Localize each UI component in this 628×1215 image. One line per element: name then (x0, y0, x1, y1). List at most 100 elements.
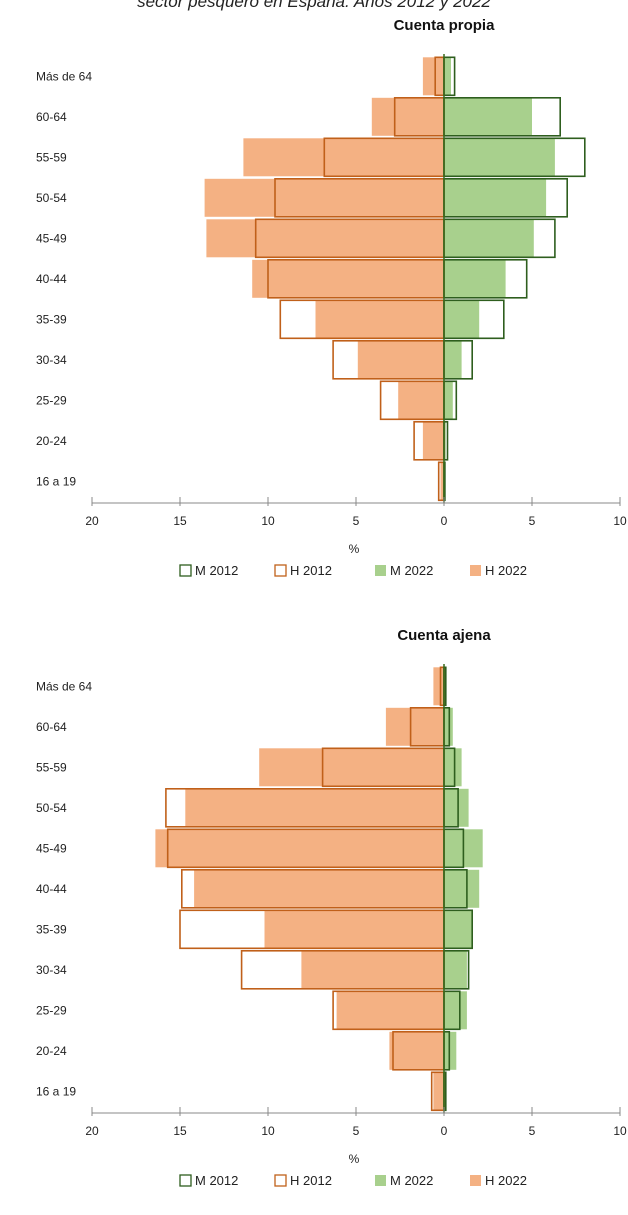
bar-h-2022-30-34 (301, 950, 444, 989)
category-label: 60-64 (36, 110, 67, 124)
page-title: sector pesquero en España. Años 2012 y 2… (137, 0, 491, 11)
chart-title: Cuenta ajena (397, 627, 491, 644)
bar-m-2022-30-34 (444, 950, 467, 989)
legend-label-h-2012: H 2012 (290, 1173, 332, 1188)
bar-m-2022-25-29 (444, 991, 467, 1030)
category-label: 50-54 (36, 191, 67, 205)
chart-title: Cuenta propia (394, 17, 495, 34)
bar-h-2022-55-59 (243, 138, 444, 177)
x-tick-label: 10 (613, 1124, 627, 1138)
bar-h-2022-16-a-19 (433, 1072, 444, 1111)
bar-m-2022-60-64 (444, 97, 532, 136)
bar-h-2022-25-29 (398, 381, 444, 420)
bar-m-2022-50-54 (444, 178, 547, 217)
legend-label-m-2022: M 2022 (390, 1173, 433, 1188)
legend-swatch-m-2022 (375, 565, 386, 576)
bar-h-2022-35-39 (264, 910, 444, 949)
bar-h-2022-20-24 (389, 1031, 444, 1070)
category-label: 45-49 (36, 231, 67, 245)
bar-h-2022-25-29 (336, 991, 444, 1030)
category-label: 55-59 (36, 760, 67, 774)
bar-m-2022-16-a-19 (444, 1072, 446, 1111)
category-label: 20-24 (36, 434, 67, 448)
legend-swatch-h-2022 (470, 565, 481, 576)
bar-h-2022-60-64 (385, 707, 444, 746)
category-label: 55-59 (36, 150, 67, 164)
category-label: 25-29 (36, 393, 67, 407)
category-label: 35-39 (36, 922, 67, 936)
bar-h-2022-45-49 (206, 219, 444, 258)
category-label: Más de 64 (36, 69, 92, 83)
bar-h-2022-m-s-de-64 (433, 667, 444, 706)
category-label: 60-64 (36, 720, 67, 734)
category-label: 40-44 (36, 272, 67, 286)
bar-h-2022-35-39 (315, 300, 444, 339)
legend-label-h-2022: H 2022 (485, 1173, 527, 1188)
bar-m-2022-20-24 (444, 1031, 457, 1070)
x-tick-label: 5 (353, 514, 360, 528)
x-tick-label: 5 (353, 1124, 360, 1138)
bar-m-2022-m-s-de-64 (444, 667, 446, 706)
x-axis-label: % (349, 1152, 360, 1166)
x-tick-label: 0 (441, 1124, 448, 1138)
bar-h-2022-m-s-de-64 (422, 57, 444, 96)
bar-m-2022-30-34 (444, 340, 462, 379)
legend-swatch-h-2012 (274, 1174, 287, 1187)
bar-m-2022-55-59 (444, 748, 462, 787)
bar-m-2022-20-24 (444, 421, 446, 460)
legend-swatch-m-2022 (375, 1175, 386, 1186)
bar-m-2022-60-64 (444, 707, 453, 746)
bar-h-2022-40-44 (252, 259, 444, 298)
bar-h-2022-40-44 (194, 869, 444, 908)
chart-panel-cuenta-propia: Cuenta propia Más de 64 60-64 55-59 50-54 45-… (0, 0, 628, 600)
legend-label-h-2022: H 2022 (485, 563, 527, 578)
category-label: 20-24 (36, 1044, 67, 1058)
legend: M 2012 H 2012 M 2022 H 2022 (179, 563, 527, 578)
x-tick-label: 15 (173, 514, 187, 528)
bar-m-2022-40-44 (444, 869, 480, 908)
chart-cuenta-propia: Cuenta propia Más de 64 60-64 55-59 50-54 45-… (36, 17, 627, 578)
legend-swatch-h-2012 (274, 564, 287, 577)
category-label: Más de 64 (36, 679, 92, 693)
legend-label-m-2022: M 2022 (390, 563, 433, 578)
bar-m-2022-m-s-de-64 (444, 57, 451, 96)
category-label: 50-54 (36, 801, 67, 815)
bar-h-2022-20-24 (422, 421, 444, 460)
x-axis-label: % (349, 542, 360, 556)
legend-label-m-2012: M 2012 (195, 563, 238, 578)
legend-swatch-m-2012 (179, 564, 192, 577)
category-label: 16 a 19 (36, 474, 76, 488)
bar-h-2022-50-54 (185, 788, 445, 827)
category-label: 16 a 19 (36, 1084, 76, 1098)
category-label: 30-34 (36, 353, 67, 367)
x-tick-label: 20 (85, 514, 99, 528)
bar-h-2022-55-59 (259, 748, 444, 787)
bar-m-2022-40-44 (444, 259, 506, 298)
bar-m-2022-25-29 (444, 381, 453, 420)
legend-label-h-2012: H 2012 (290, 563, 332, 578)
bar-m-2022-50-54 (444, 788, 469, 827)
chart-cuenta-ajena: Cuenta ajena Más de 64 60-64 55-59 50-54 45-4… (36, 627, 627, 1188)
legend-label-m-2012: M 2012 (195, 1173, 238, 1188)
x-tick-label: 15 (173, 1124, 187, 1138)
x-tick-label: 5 (529, 514, 536, 528)
bar-h-2022-60-64 (371, 97, 444, 136)
category-label: 45-49 (36, 841, 67, 855)
category-label: 40-44 (36, 882, 67, 896)
category-label: 25-29 (36, 1003, 67, 1017)
bar-h-2022-50-54 (204, 178, 444, 217)
bar-m-2022-55-59 (444, 138, 555, 177)
legend-swatch-h-2022 (470, 1175, 481, 1186)
legend: M 2012 H 2012 M 2022 H 2022 (179, 1173, 527, 1188)
bar-h-2022-16-a-19 (440, 462, 444, 501)
x-tick-label: 0 (441, 514, 448, 528)
x-tick-label: 10 (261, 1124, 275, 1138)
x-tick-label: 10 (261, 514, 275, 528)
chart-panel-cuenta-ajena: Cuenta ajena Más de 64 60-64 55-59 50-54 45-4… (0, 610, 628, 1210)
x-tick-label: 10 (613, 514, 627, 528)
bar-m-2022-35-39 (444, 300, 480, 339)
bar-h-2022-45-49 (155, 829, 444, 868)
x-tick-label: 20 (85, 1124, 99, 1138)
bar-m-2022-35-39 (444, 910, 473, 949)
x-tick-label: 5 (529, 1124, 536, 1138)
